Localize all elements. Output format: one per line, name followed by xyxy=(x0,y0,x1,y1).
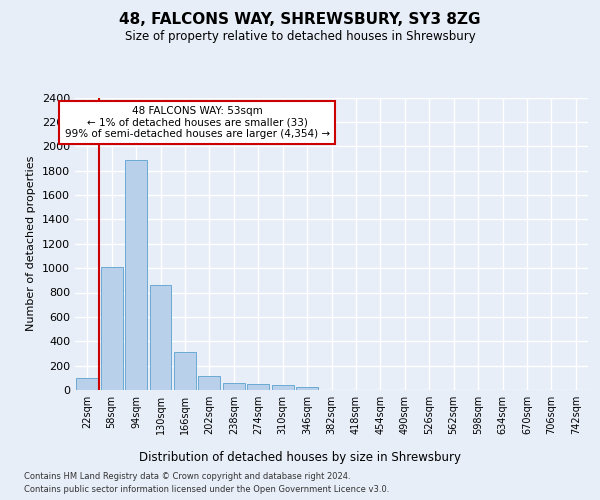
Text: Size of property relative to detached houses in Shrewsbury: Size of property relative to detached ho… xyxy=(125,30,475,43)
Bar xyxy=(149,285,172,390)
Bar xyxy=(247,384,269,390)
Text: 48 FALCONS WAY: 53sqm
← 1% of detached houses are smaller (33)
99% of semi-detac: 48 FALCONS WAY: 53sqm ← 1% of detached h… xyxy=(65,106,330,139)
Y-axis label: Number of detached properties: Number of detached properties xyxy=(26,156,37,332)
Bar xyxy=(76,378,98,390)
Bar xyxy=(174,352,196,390)
Text: Contains HM Land Registry data © Crown copyright and database right 2024.: Contains HM Land Registry data © Crown c… xyxy=(24,472,350,481)
Bar xyxy=(296,388,318,390)
Bar xyxy=(272,385,293,390)
Text: Contains public sector information licensed under the Open Government Licence v3: Contains public sector information licen… xyxy=(24,485,389,494)
Bar xyxy=(199,376,220,390)
Bar xyxy=(223,383,245,390)
Text: Distribution of detached houses by size in Shrewsbury: Distribution of detached houses by size … xyxy=(139,451,461,464)
Text: 48, FALCONS WAY, SHREWSBURY, SY3 8ZG: 48, FALCONS WAY, SHREWSBURY, SY3 8ZG xyxy=(119,12,481,28)
Bar xyxy=(101,267,122,390)
Bar xyxy=(125,160,147,390)
